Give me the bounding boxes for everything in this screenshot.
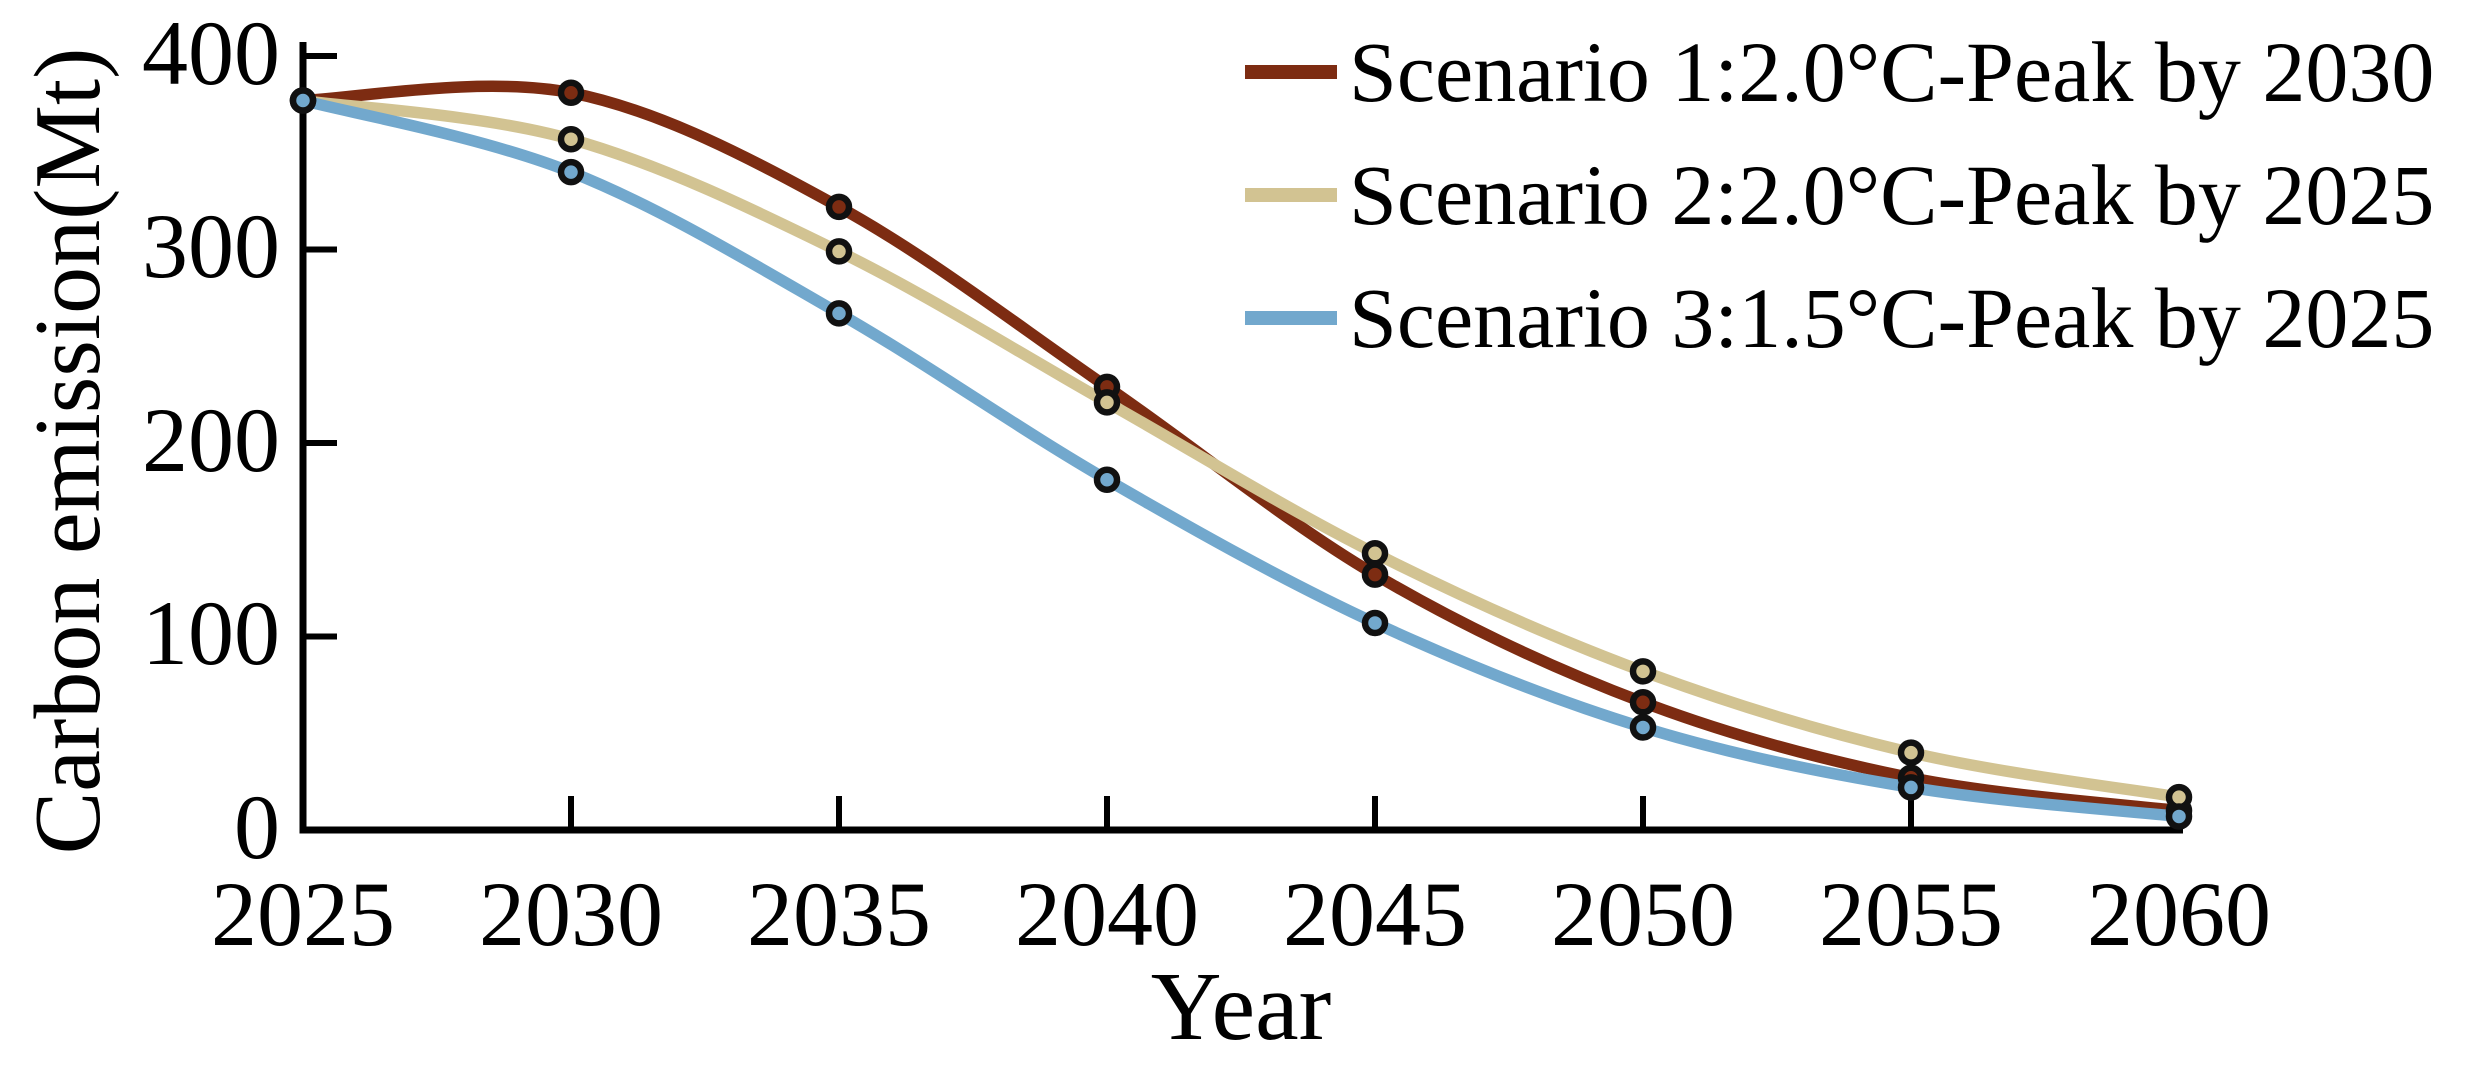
legend-label-scenario-3: Scenario 3:1.5°C-Peak by 2025 — [1349, 269, 2435, 366]
data-point-scenario-3-2045 — [1361, 609, 1389, 637]
data-point-scenario-3-2040 — [1093, 466, 1121, 494]
legend-label-scenario-1: Scenario 1:2.0°C-Peak by 2030 — [1349, 23, 2435, 120]
axes — [299, 42, 2183, 834]
data-point-scenario-2-2045 — [1361, 540, 1389, 567]
data-point-scenario-2-2055 — [1897, 739, 1925, 766]
legend-item-scenario-1: Scenario 1:2.0°C-Peak by 2030 — [1245, 10, 2434, 133]
data-point-scenario-1-2050 — [1629, 689, 1657, 716]
y-tick-label-400: 400 — [142, 2, 280, 105]
x-tick-label-2040: 2040 — [1015, 863, 1199, 965]
series-line-scenario-3 — [297, 94, 2185, 823]
data-point-scenario-3-2025 — [289, 87, 317, 114]
legend-item-scenario-3: Scenario 3:1.5°C-Peak by 2025 — [1245, 256, 2434, 379]
legend-swatch-scenario-3 — [1245, 310, 1337, 325]
x-tick-label-2050: 2050 — [1551, 863, 1735, 965]
series-line-scenario-2 — [297, 94, 2185, 803]
data-point-scenario-3-2035 — [825, 300, 853, 327]
data-point-scenario-3-2050 — [1629, 714, 1657, 741]
x-tick-label-2045: 2045 — [1283, 863, 1467, 965]
data-point-scenario-3-2055 — [1897, 774, 1925, 801]
data-point-scenario-1-2045 — [1361, 561, 1389, 588]
data-point-scenario-2-2040 — [1093, 389, 1121, 416]
data-point-scenario-3-2060 — [2165, 803, 2193, 830]
data-point-scenario-1-2035 — [825, 193, 853, 221]
data-point-scenario-3-2030 — [557, 158, 585, 186]
legend-swatch-scenario-2 — [1245, 187, 1337, 202]
legend-item-scenario-2: Scenario 2:2.0°C-Peak by 2025 — [1245, 133, 2434, 256]
x-tick-label-2030: 2030 — [479, 863, 663, 965]
data-point-scenario-2-2035 — [825, 238, 853, 265]
x-tick-label-2060: 2060 — [2087, 863, 2271, 965]
legend: Scenario 1:2.0°C-Peak by 2030 Scenario 2… — [1245, 10, 2434, 379]
legend-swatch-scenario-1 — [1245, 64, 1337, 79]
x-axis-title: Year — [1150, 953, 1332, 1061]
x-tick-label-2055: 2055 — [1819, 863, 2003, 965]
data-point-scenario-1-2030 — [557, 79, 585, 107]
y-tick-label-100: 100 — [142, 582, 280, 685]
data-point-scenario-2-2030 — [557, 125, 585, 153]
y-tick-label-200: 200 — [142, 389, 280, 492]
legend-label-scenario-2: Scenario 2:2.0°C-Peak by 2025 — [1349, 146, 2435, 243]
x-tick-label-2025: 2025 — [211, 863, 395, 965]
data-point-scenario-2-2050 — [1629, 658, 1657, 685]
x-tick-label-2035: 2035 — [747, 863, 931, 965]
y-tick-label-0: 0 — [234, 776, 280, 879]
y-tick-label-300: 300 — [142, 195, 280, 298]
